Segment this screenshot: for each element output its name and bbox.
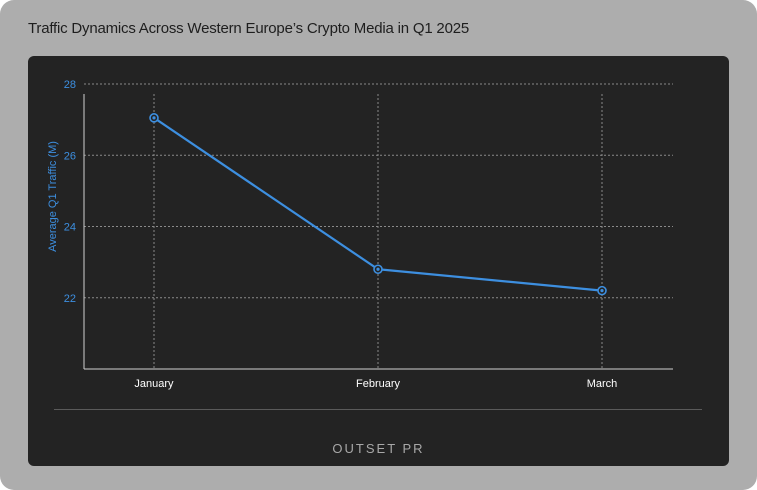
y-tick-label: 24 [64,222,76,234]
data-point-center-1 [152,116,156,120]
y-axis-label: Average Q1 Traffic (M) [47,141,59,252]
brand-logo: OUTSET PR [332,441,425,456]
chart-panel: 22 24 26 28 January February March Average Q1 T… [28,56,729,466]
y-tick-label: 22 [64,293,76,305]
y-tick-label: 28 [64,79,76,91]
x-tick-label: February [356,378,401,390]
y-tick-label: 26 [64,150,76,162]
x-tick-label: January [134,378,174,390]
page-title: Traffic Dynamics Across Western Europe’s… [28,20,470,37]
data-point-center-2 [376,267,380,271]
line-chart: 22 24 26 28 January February March Average Q1 T… [47,79,673,390]
x-tick-label: March [587,378,618,390]
divider [54,409,702,410]
data-point-center-3 [600,289,604,293]
